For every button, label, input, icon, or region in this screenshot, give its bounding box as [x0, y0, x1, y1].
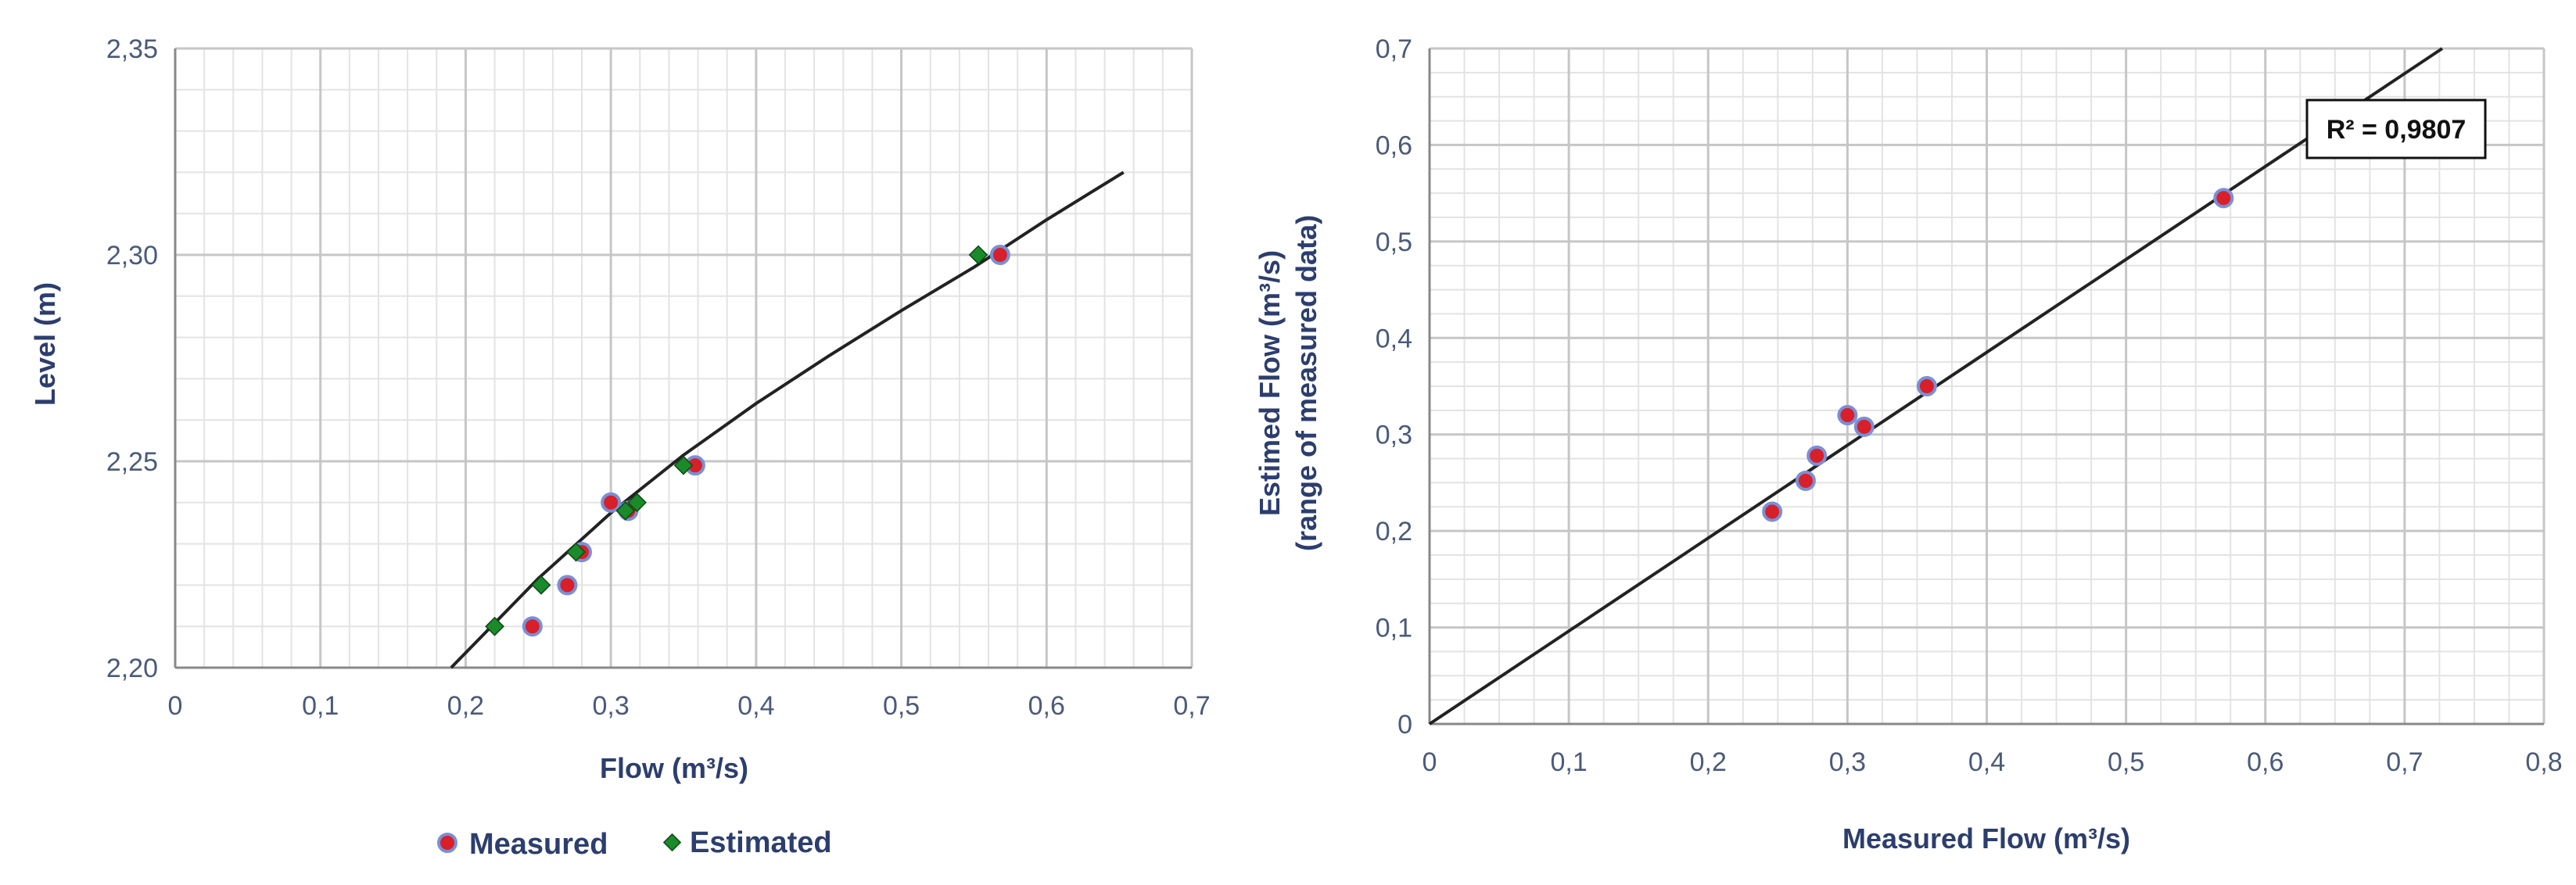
point-measured: [522, 616, 543, 637]
x-tick-labels: 0 0,1 0,2 0,3 0,4 0,5 0,6 0,7: [168, 691, 1211, 721]
y-tick-label: 0,4: [1376, 324, 1412, 353]
data-point: [1837, 405, 1858, 426]
y-axis-label-line1: Estimed Flow (m³/s): [1254, 250, 1286, 516]
data-point: [1762, 501, 1783, 522]
x-tick-label: 0,3: [1829, 747, 1866, 777]
x-tick-label: 0,7: [1173, 691, 1210, 721]
x-tick-label: 0,2: [447, 691, 484, 721]
legend-marker-measured: [437, 833, 457, 853]
point-estimated: [627, 493, 647, 513]
y-tick-labels: 2,20 2,25 2,30 2,35: [106, 34, 158, 683]
annotation-text: R² = 0,9807: [2327, 115, 2467, 145]
data-point: [1795, 470, 1816, 491]
x-tick-label: 0,1: [302, 691, 339, 721]
point-estimated: [615, 500, 636, 521]
y-tick-label: 2,35: [106, 34, 158, 64]
plot-area: [175, 48, 1192, 668]
legend: Measured Estimated: [437, 826, 832, 861]
r-squared-annotation: R² = 0,9807: [2305, 99, 2487, 159]
x-tick-label: 0: [1423, 747, 1437, 777]
point-measured: [557, 575, 578, 596]
x-tick-label: 0,1: [1550, 747, 1587, 777]
y-tick-label: 0,3: [1376, 421, 1412, 450]
point-measured: [989, 245, 1010, 265]
legend-item-estimated: Estimated: [662, 826, 832, 859]
x-axis-label: Flow (m³/s): [600, 752, 748, 784]
x-tick-label: 0,7: [2386, 747, 2423, 777]
x-tick-label: 0,5: [2108, 747, 2144, 777]
chart-estimated-vs-measured: 0 0,1 0,2 0,3 0,4 0,5 0,6 0,7 0,8 00,10,20,30,40…: [1254, 34, 2563, 855]
point-measured: [601, 492, 622, 513]
x-tick-labels: 0 0,1 0,2 0,3 0,4 0,5 0,6 0,7 0,8: [1423, 747, 2563, 777]
legend-marker-estimated: [662, 833, 682, 852]
chart-level-vs-flow: 0 0,1 0,2 0,3 0,4 0,5 0,6 0,7 2,202,252,302,35 …: [29, 34, 1211, 861]
x-axis-label: Measured Flow (m³/s): [1842, 822, 2130, 855]
y-tick-label: 0,5: [1376, 228, 1412, 257]
grid: [1428, 47, 2546, 726]
y-axis-label: Level (m): [29, 282, 61, 406]
y-tick-label: 0,2: [1376, 517, 1412, 546]
y-tick-label: 0,7: [1376, 34, 1412, 64]
x-tick-label: 0,6: [1028, 691, 1065, 721]
point-estimated: [673, 455, 694, 475]
data-point: [1806, 445, 1828, 466]
y-tick-label: 2,30: [106, 241, 158, 271]
point-estimated: [566, 542, 586, 562]
y-tick-label: 2,25: [106, 447, 158, 477]
x-tick-label: 0,5: [883, 691, 920, 721]
y-tick-label: 0: [1397, 710, 1412, 740]
point-estimated: [531, 575, 551, 595]
x-tick-label: 0,3: [593, 691, 630, 721]
x-tick-label: 0,2: [1690, 747, 1727, 777]
y-tick-labels: 0 0,1 0,2 0,3 0,4 0,5 0,6 0,7: [1376, 34, 1412, 740]
y-tick-label: 2,20: [106, 654, 158, 683]
point-estimated: [968, 245, 988, 265]
annotation-box: [2305, 99, 2487, 159]
legend-label-measured: Measured: [469, 828, 608, 861]
data-points: [1762, 188, 2234, 522]
data-point: [1853, 416, 1875, 437]
x-tick-label: 0,6: [2247, 747, 2284, 777]
x-tick-label: 0,4: [1968, 747, 2005, 777]
data-points: [485, 245, 1010, 637]
x-tick-label: 0: [168, 691, 183, 721]
x-tick-label: 0,8: [2525, 747, 2562, 777]
y-axis-label-line2: (range of measured data): [1290, 215, 1322, 551]
grid: [174, 47, 1193, 669]
data-point: [1916, 376, 1937, 396]
point-estimated: [485, 616, 504, 636]
legend-item-measured: Measured: [437, 828, 608, 861]
x-tick-label: 0,4: [737, 691, 774, 721]
legend-label-estimated: Estimated: [690, 826, 832, 859]
data-point: [2213, 188, 2234, 209]
y-tick-label: 0,1: [1376, 614, 1412, 643]
y-tick-label: 0,6: [1376, 131, 1412, 160]
